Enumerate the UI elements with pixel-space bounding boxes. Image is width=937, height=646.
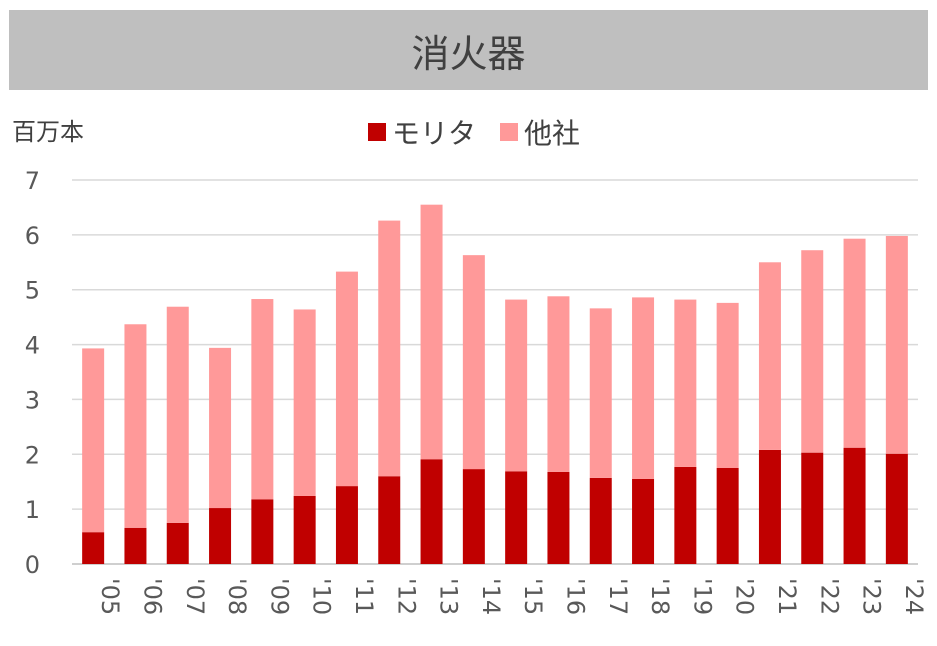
chart-title: 消火器 [411,31,526,76]
legend-item-others: 他社 [500,112,580,152]
x-tick-label-21: '21 [773,578,801,615]
x-tick-label-13: '13 [435,578,463,615]
bar-morita-17 [589,477,612,564]
x-tick-label-08: '08 [223,578,251,615]
x-tick-label-18: '18 [646,578,674,615]
bar-morita-18 [632,478,655,564]
bar-morita-16 [547,471,570,564]
bar-others-07 [166,306,189,523]
x-tick-label-24: '24 [900,578,928,615]
y-tick-label-7: 7 [25,167,40,195]
bar-others-23 [843,238,866,448]
x-tick-label-06: '06 [138,578,166,615]
bar-morita-08 [209,508,232,564]
bar-morita-20 [716,468,739,564]
bar-morita-07 [166,522,189,564]
y-tick-label-0: 0 [25,551,40,579]
y-tick-label-2: 2 [25,441,40,469]
bar-others-20 [716,302,739,468]
bar-others-06 [124,324,147,528]
bar-morita-12 [378,476,401,564]
bar-others-18 [632,297,655,479]
bar-morita-19 [674,466,697,564]
bar-morita-15 [505,471,528,564]
x-tick-label-20: '20 [731,578,759,615]
y-tick-label-4: 4 [25,332,40,360]
legend-swatch-morita [368,123,386,141]
chart-title-bar: 消火器 [9,10,928,90]
y-tick-label-3: 3 [25,386,40,414]
x-tick-label-17: '17 [604,578,632,615]
bar-morita-09 [251,499,274,564]
x-tick-label-22: '22 [815,578,843,615]
legend: モリタ 他社 [368,112,604,152]
bar-morita-11 [335,486,358,564]
y-tick-label-6: 6 [25,222,40,250]
y-tick-label-5: 5 [25,277,40,305]
legend-item-morita: モリタ [368,112,476,152]
y-tick-label-1: 1 [25,496,40,524]
x-tick-label-05: '05 [96,578,124,615]
x-tick-label-16: '16 [561,578,589,615]
bar-morita-24 [885,453,908,564]
bar-others-10 [293,309,316,496]
x-tick-label-14: '14 [477,578,505,615]
bar-others-16 [547,296,570,472]
bar-morita-14 [462,469,485,564]
bar-morita-05 [82,532,105,564]
bar-others-08 [209,347,232,509]
bar-morita-21 [758,449,781,564]
x-tick-label-11: '11 [350,578,378,615]
bar-morita-06 [124,527,147,564]
bar-others-13 [420,204,443,460]
x-tick-label-07: '07 [181,578,209,615]
bar-morita-23 [843,447,866,564]
bar-morita-10 [293,495,316,564]
bar-others-22 [801,250,824,453]
x-tick-label-09: '09 [265,578,293,615]
x-tick-label-15: '15 [519,578,547,615]
bar-others-14 [462,255,485,470]
y-axis-unit-label: 百万本 [12,118,84,146]
x-tick-label-10: '10 [308,578,336,615]
bar-morita-22 [801,452,824,564]
legend-label-morita: モリタ [392,117,477,150]
bar-others-05 [82,348,105,533]
x-tick-label-23: '23 [858,578,886,615]
bar-others-24 [885,235,908,454]
legend-swatch-others [500,123,519,141]
bar-others-21 [758,262,781,450]
legend-label-others: 他社 [524,117,581,150]
bar-others-19 [674,299,697,467]
bar-others-09 [251,299,274,500]
bar-others-11 [335,271,358,487]
bar-others-17 [589,308,612,478]
bar-others-15 [505,299,528,472]
bar-morita-13 [420,459,443,564]
x-tick-label-19: '19 [688,578,716,615]
bar-others-12 [378,220,401,477]
x-tick-label-12: '12 [392,578,420,615]
